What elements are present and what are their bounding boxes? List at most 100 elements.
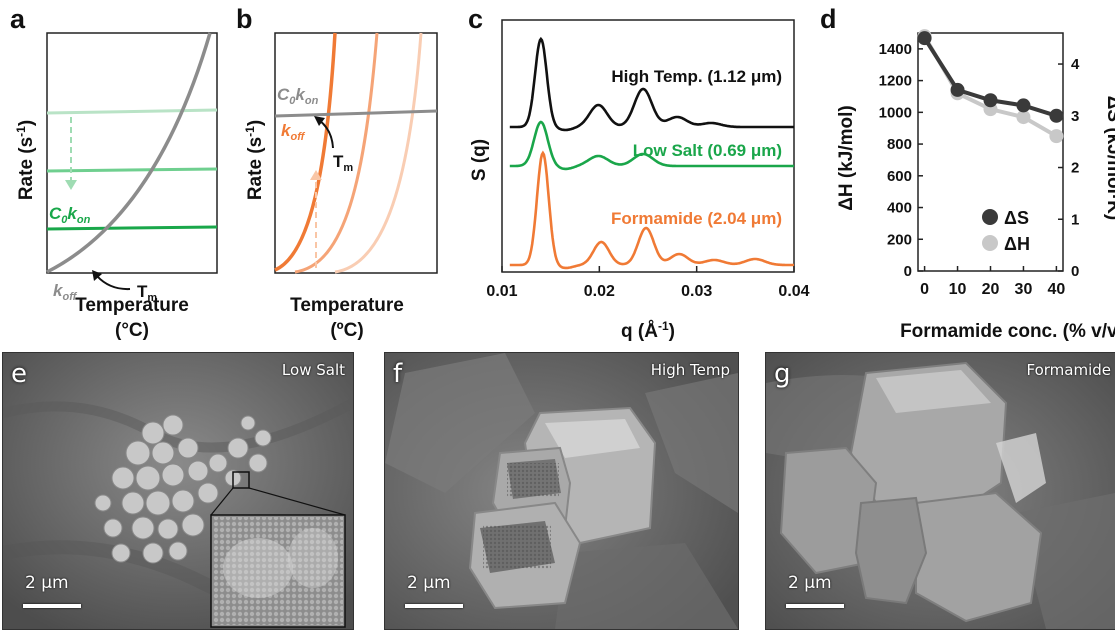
panel-d-ytick-left-label: 1400 [879,41,912,58]
panel-c-xtick-label: 0.02 [584,283,615,300]
sem-g-tag: Formamide [1026,361,1111,379]
panel-a-schematic: Rate (s-1) C0kon koff Tm Temperature (°C… [14,32,218,341]
panel-b-xlabel-line1: Temperature [290,295,404,316]
panel-a-tm-arrowhead [92,270,102,281]
sem-e-particle-cluster [94,414,272,564]
panel-d-ytick-left-label: 1200 [879,73,912,90]
panel-a-tm-label: Tm [137,282,157,304]
panel-d-xtick-label: 20 [982,281,1000,298]
sem-f-scale-bar [405,604,463,608]
panel-c-curve-low-salt [509,120,794,171]
panel-d-ytick-right-label: 3 [1071,108,1079,125]
panel-a-kon-dark-line [46,225,218,231]
panel-d-ylabel-left: ΔH (kJ/mol) [836,105,857,211]
panel-letter-d: d [820,4,837,34]
panel-c-label-formamide: Formamide (2.04 μm) [611,209,782,228]
panel-a-koff-curve [46,32,212,274]
panel-d-point-ds [950,82,965,97]
panel-d-point-dh [1049,129,1064,144]
sem-e-zoom-box [232,471,250,489]
panel-b-koff-light-curve [334,32,423,274]
panel-c-curve-high-temp [509,36,794,132]
sem-f-letter: f [393,359,403,389]
panel-a-axes [46,32,218,274]
panel-d-line-dh [922,35,1058,138]
panel-d-xtick-label: 30 [1015,281,1033,298]
sem-e-texture [3,353,353,629]
panel-letter-c: c [468,4,484,34]
sem-g-texture [766,353,1115,629]
panel-b-tm-arrowhead [314,116,325,126]
panel-d-ytick-right-label: 2 [1071,160,1079,177]
panel-c-xtick-label: 0.03 [681,283,712,300]
panel-letter-b: b [236,4,253,34]
panel-d-xtick-label: 10 [949,281,967,298]
panel-a-tm-arrow [96,275,131,291]
panel-b-kon-line [274,109,438,118]
panel-d-ytick-left-label: 200 [887,231,912,248]
sem-g-letter: g [774,359,791,389]
panel-d-ytick-left-label: 600 [887,168,912,185]
panel-d-ytick-right-label: 1 [1071,211,1079,228]
sem-e-scale-label: 2 μm [25,573,69,593]
panel-b-ylabel: Rate (s-1) [243,120,266,200]
sem-f-crystals [468,406,657,610]
panel-d-point-dh [1016,110,1031,125]
panel-d-ylabel-right: ΔS (kJ/mol·K) [1103,96,1115,221]
sem-e-tag: Low Salt [281,361,345,379]
panel-d-point-ds [1016,98,1031,113]
panel-a-arrowhead [65,180,77,190]
panel-b-koff-label: koff [281,121,306,143]
panel-a-xlabel-line2: (°C) [115,320,149,341]
panel-c-ylabel: S (q) [469,139,490,181]
panel-a-xlabel-line1: Temperature [75,295,189,316]
panel-c-curve-formamide [509,150,794,270]
panel-d-ytick-left-label: 1000 [879,104,912,121]
panel-b-koff-mid-curve [294,32,379,274]
panel-d-ytick-left-label: 800 [887,136,912,153]
panel-b-kon-label: C0kon [277,85,319,107]
panel-c-label-high-temp: High Temp. (1.12 μm) [611,67,782,86]
panel-c-xtick-label: 0.01 [486,283,517,300]
panel-d-point-ds [917,31,932,46]
sem-f-texture [385,353,738,629]
panel-c-xtick-label: 0.04 [778,283,809,300]
panel-d-point-ds [983,93,998,108]
panel-d-ytick-left-label: 0 [904,263,912,280]
panel-a-kon-mid-line [46,167,218,173]
sem-e-scale-bar [23,604,81,608]
sem-f-tag: High Temp [650,361,730,379]
sem-g-crystals [779,361,1046,623]
panel-c-xlabel: q (Å-1) [621,319,675,342]
panel-b-axes [274,32,438,274]
panel-d-legend-dh-label: ΔH [1004,234,1030,254]
sem-image-g: g Formamide 2 μm [765,352,1115,630]
panel-d-legend-dh-marker [982,235,998,251]
panel-a-kon-label: C0kon [49,204,91,226]
panel-c-chart: 0.01 0.02 0.03 0.04 S (q) High Temp. (1.12 … [469,19,810,342]
panel-d-xlabel: Formamide conc. (% v/v) [900,321,1115,342]
panel-d-point-ds [1049,108,1064,123]
sem-image-f: f High Temp 2 μm [384,352,739,630]
panel-b-koff-dark-curve [274,32,337,272]
panel-a-koff-label: koff [53,281,78,303]
panel-b-arrowhead [310,170,322,180]
panel-d-ytick-right-label: 4 [1071,56,1080,73]
panel-b-tm-label: Tm [333,152,353,174]
panel-c-label-low-salt: Low Salt (0.69 μm) [633,141,782,160]
panel-d-xtick-label: 0 [920,281,929,298]
panel-a-kon-light-line [46,108,218,115]
panel-d-legend-ds-marker [982,209,998,225]
panel-a-ylabel: Rate (s-1) [14,120,37,200]
sem-f-scale-label: 2 μm [407,573,451,593]
panel-b-xlabel-line2: (ºC) [330,320,363,341]
panel-b-schematic: Rate (s-1) C0kon koff Tm Temperature (ºC… [243,32,438,341]
sem-image-e: e Low Salt 2 μm [2,352,354,630]
panel-d-ytick-right-label: 0 [1071,263,1079,280]
panel-d-xtick-label: 40 [1048,281,1066,298]
panel-d-legend-ds-label: ΔS [1004,208,1029,228]
panel-letter-a: a [10,4,26,34]
sem-e-letter: e [11,359,27,389]
panel-c-axes [501,19,795,273]
